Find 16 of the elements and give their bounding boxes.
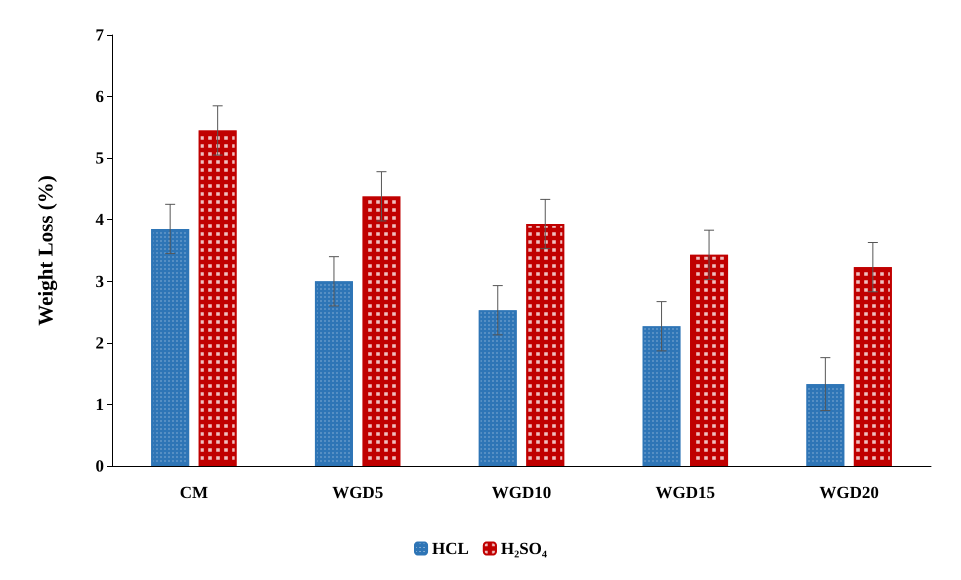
y-tick-label: 6 — [96, 87, 104, 106]
y-tick-label: 0 — [96, 456, 104, 476]
legend-label: HCL — [432, 539, 469, 558]
x-tick-label: WGD5 — [332, 483, 384, 502]
y-axis-title: Weight Loss (%) — [34, 175, 58, 326]
y-tick-label: 1 — [96, 394, 104, 414]
legend-label: H₂SO₄ — [500, 539, 547, 558]
y-tick-label: 3 — [96, 272, 104, 291]
x-tick-label: WGD20 — [819, 483, 879, 502]
y-tick-label: 7 — [96, 26, 104, 44]
x-tick-label: CM — [180, 483, 208, 502]
y-tick-label: 2 — [96, 333, 104, 352]
y-tick-label: 5 — [96, 148, 104, 168]
x-tick-label: WGD10 — [492, 483, 552, 502]
x-tick-label: WGD15 — [656, 483, 716, 502]
y-tick-label: 4 — [96, 210, 104, 230]
